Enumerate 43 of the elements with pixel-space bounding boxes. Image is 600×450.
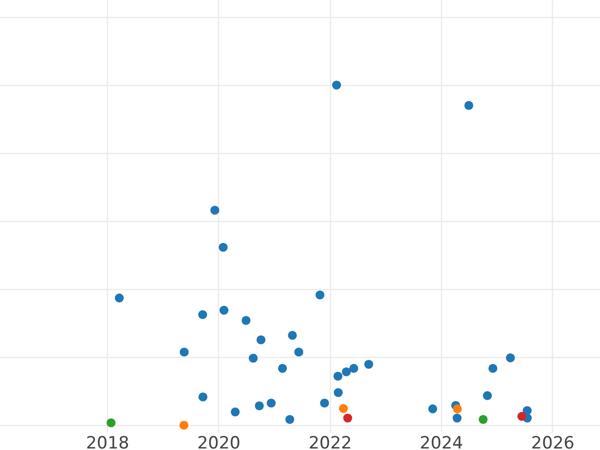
point xyxy=(230,407,240,416)
point xyxy=(452,414,462,423)
point xyxy=(464,100,474,110)
point xyxy=(334,388,343,398)
point xyxy=(242,316,251,325)
point xyxy=(320,398,329,408)
point xyxy=(349,364,358,373)
point xyxy=(198,392,208,402)
x-tick-label: 2024 xyxy=(420,434,464,450)
point xyxy=(364,360,374,369)
point xyxy=(332,80,342,90)
point xyxy=(338,404,348,413)
point xyxy=(278,364,287,373)
point xyxy=(288,330,297,340)
point xyxy=(179,420,188,430)
point xyxy=(114,294,124,302)
point xyxy=(254,401,264,410)
point xyxy=(248,354,258,363)
x-tick-label: 2026 xyxy=(531,434,574,450)
point xyxy=(294,348,304,357)
point xyxy=(506,353,515,362)
point xyxy=(266,398,276,408)
point xyxy=(256,335,266,344)
point xyxy=(198,310,208,320)
point xyxy=(210,206,220,215)
point xyxy=(452,404,462,414)
point xyxy=(517,412,526,421)
x-tick-label: 2020 xyxy=(197,434,240,450)
point xyxy=(343,414,352,423)
point xyxy=(482,391,492,400)
point xyxy=(220,306,228,315)
point xyxy=(106,418,116,428)
point xyxy=(342,367,351,376)
point xyxy=(315,290,324,300)
point xyxy=(218,242,228,252)
x-tick-label: 2022 xyxy=(308,434,352,450)
point xyxy=(285,414,294,424)
point xyxy=(478,414,488,424)
point xyxy=(180,348,189,357)
point xyxy=(333,372,342,381)
point xyxy=(488,364,498,373)
point xyxy=(428,404,438,414)
x-tick-label: 2018 xyxy=(86,434,130,450)
